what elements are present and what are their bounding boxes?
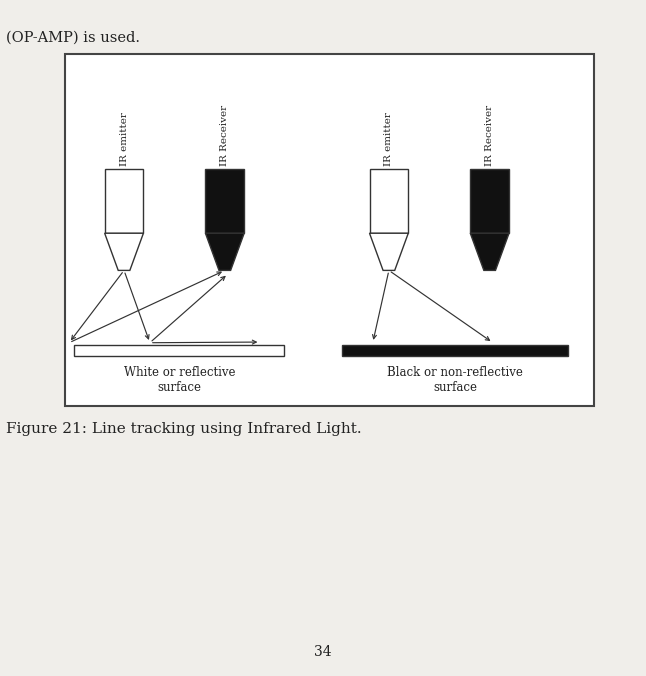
Polygon shape [370, 233, 408, 270]
Bar [105, 169, 143, 233]
Polygon shape [205, 233, 244, 270]
Text: IR emitter: IR emitter [120, 112, 129, 166]
Text: (OP-AMP) is used.: (OP-AMP) is used. [6, 30, 140, 45]
Polygon shape [105, 233, 143, 270]
Text: IR Receiver: IR Receiver [220, 105, 229, 166]
Text: 34: 34 [314, 645, 332, 659]
Bar [342, 345, 568, 356]
Bar [74, 345, 284, 356]
Bar [65, 54, 594, 406]
Bar [205, 169, 244, 233]
Bar [370, 169, 408, 233]
Text: Black or non-reflective
surface: Black or non-reflective surface [388, 366, 523, 393]
Polygon shape [470, 233, 509, 270]
Text: IR Receiver: IR Receiver [485, 105, 494, 166]
Text: White or reflective
surface: White or reflective surface [123, 366, 235, 393]
Text: IR emitter: IR emitter [384, 112, 393, 166]
Text: Figure 21: Line tracking using Infrared Light.: Figure 21: Line tracking using Infrared … [6, 422, 362, 437]
Bar [470, 169, 509, 233]
